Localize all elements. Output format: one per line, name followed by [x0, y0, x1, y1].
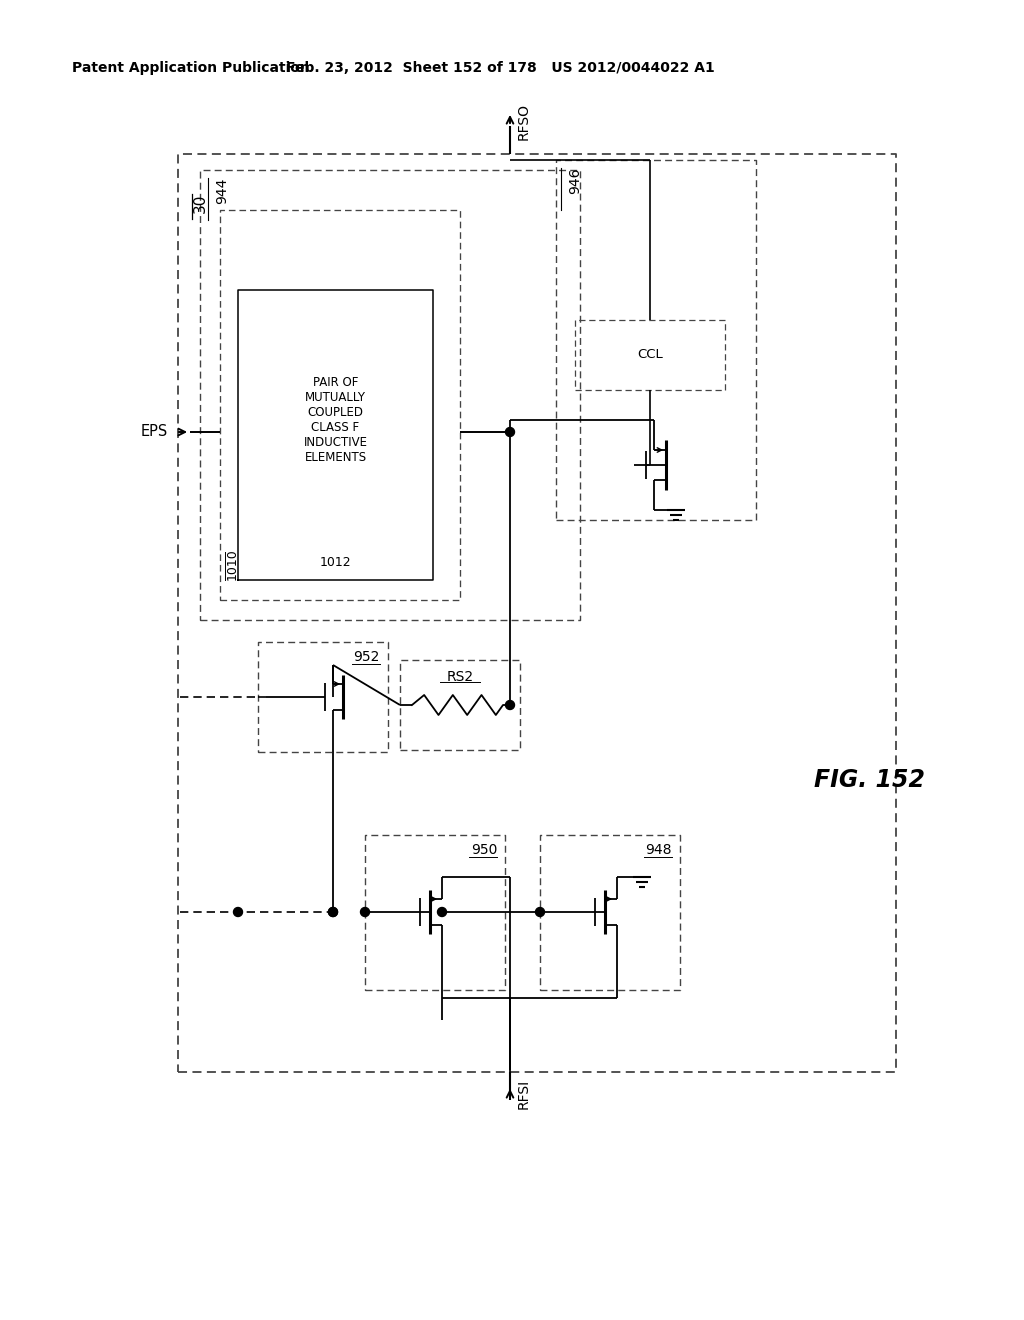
Text: Feb. 23, 2012  Sheet 152 of 178   US 2012/0044022 A1: Feb. 23, 2012 Sheet 152 of 178 US 2012/0… [286, 61, 715, 75]
Text: PAIR OF
MUTUALLY
COUPLED
CLASS F
INDUCTIVE
ELEMENTS: PAIR OF MUTUALLY COUPLED CLASS F INDUCTI… [303, 376, 368, 465]
Circle shape [360, 908, 370, 916]
Text: 1010: 1010 [225, 548, 239, 579]
Circle shape [329, 908, 338, 916]
Circle shape [536, 908, 545, 916]
Text: 946: 946 [568, 168, 582, 194]
Text: RS2: RS2 [446, 671, 473, 684]
Text: CCL: CCL [637, 348, 663, 362]
Text: 30: 30 [193, 194, 208, 214]
Circle shape [437, 908, 446, 916]
Circle shape [329, 908, 338, 916]
Text: 944: 944 [215, 178, 229, 205]
Circle shape [233, 908, 243, 916]
Text: RFSO: RFSO [517, 103, 531, 140]
Circle shape [506, 428, 514, 437]
Text: EPS: EPS [140, 425, 168, 440]
Text: Patent Application Publication: Patent Application Publication [72, 61, 309, 75]
Text: 948: 948 [645, 843, 672, 857]
Circle shape [506, 701, 514, 710]
Text: FIG. 152: FIG. 152 [814, 768, 926, 792]
Text: 952: 952 [353, 649, 380, 664]
Text: RFSI: RFSI [517, 1078, 531, 1109]
Text: 1012: 1012 [319, 556, 351, 569]
Text: 950: 950 [471, 843, 497, 857]
